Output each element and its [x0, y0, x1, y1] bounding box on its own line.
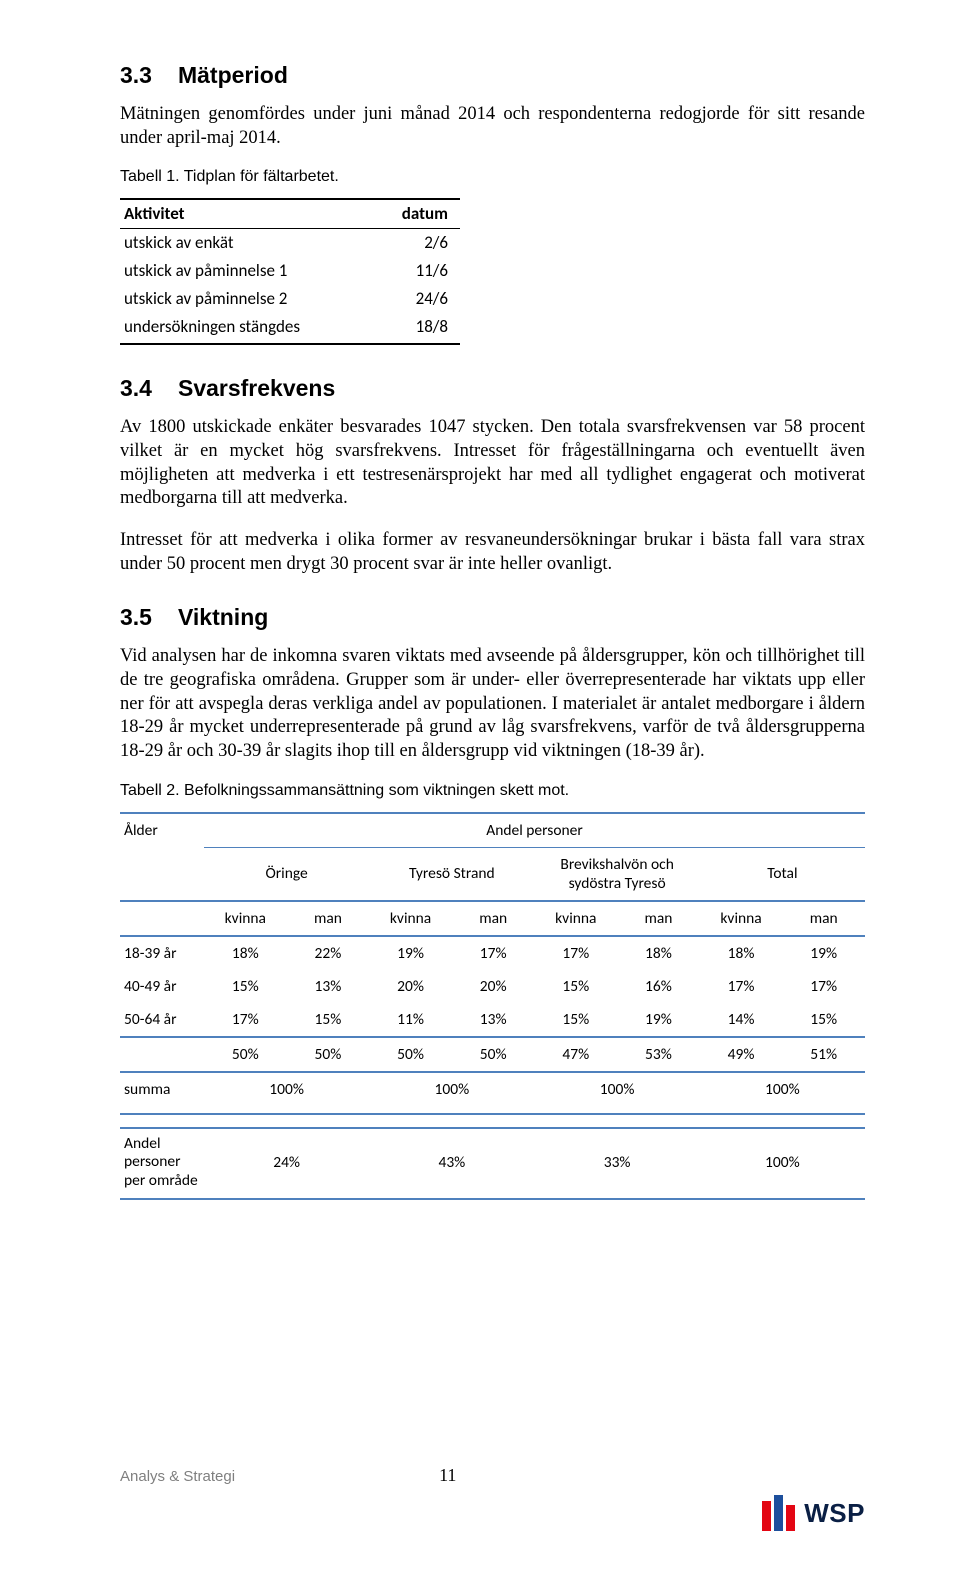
heading-3-5: 3.5 Viktning — [120, 604, 865, 631]
t2-area: Brevikshalvön och sydöstra Tyresö — [535, 847, 700, 901]
table1-header: datum — [374, 199, 460, 229]
wsp-bars-icon — [762, 1495, 798, 1531]
heading-title: Mätperiod — [178, 62, 288, 88]
t2-sub: kvinna — [535, 901, 618, 936]
page-number: 11 — [439, 1465, 456, 1485]
table-row: utskick av påminnelse 111/6 — [120, 257, 460, 285]
table-row: 18-39 år 18%22% 19%17% 17%18% 18%19% — [120, 936, 865, 970]
table-1: Aktivitet datum utskick av enkät2/6 utsk… — [120, 198, 460, 345]
t2-area: Total — [700, 847, 865, 901]
t2-center: Andel personer — [204, 813, 865, 848]
t2-sub: man — [287, 901, 370, 936]
table-row: 50%50% 50%50% 47%53% 49%51% — [120, 1037, 865, 1072]
t2-sub: kvinna — [204, 901, 287, 936]
paragraph: Mätningen genomfördes under juni månad 2… — [120, 103, 865, 150]
t2-top-left: Ålder — [120, 813, 204, 901]
heading-title: Viktning — [178, 604, 268, 630]
table-row: 50-64 år 17%15% 11%13% 15%19% 14%15% — [120, 1003, 865, 1037]
t2-sub: kvinna — [700, 901, 783, 936]
table1-header: Aktivitet — [120, 199, 374, 229]
footer-text: Analys & Strategi — [120, 1468, 235, 1485]
table1-caption: Tabell 1. Tidplan för fältarbetet. — [120, 168, 865, 186]
paragraph: Av 1800 utskickade enkäter besvarades 10… — [120, 416, 865, 511]
page-footer: Analys & Strategi 11 WSP — [120, 1465, 865, 1525]
t2-sub: man — [782, 901, 865, 936]
table-row: 40-49 år 15%13% 20%20% 15%16% 17%17% — [120, 970, 865, 1003]
wsp-logo-text: WSP — [804, 1498, 865, 1529]
t2-sub: man — [452, 901, 535, 936]
paragraph: Vid analysen har de inkomna svaren vikta… — [120, 645, 865, 763]
t2-area: Öringe — [204, 847, 369, 901]
table-2: Ålder Andel personer Öringe Tyresö Stran… — [120, 812, 865, 1200]
summa-row: summa 100% 100% 100% 100% — [120, 1072, 865, 1114]
t2-sub: man — [617, 901, 700, 936]
t2-sub: kvinna — [369, 901, 452, 936]
heading-num: 3.5 — [120, 604, 152, 631]
heading-3-4: 3.4 Svarsfrekvens — [120, 375, 865, 402]
table-row: undersökningen stängdes18/8 — [120, 313, 460, 344]
table-row: utskick av enkät2/6 — [120, 229, 460, 258]
table2-caption: Tabell 2. Befolkningssammansättning som … — [120, 782, 865, 800]
heading-3-3: 3.3 Mätperiod — [120, 62, 865, 89]
wsp-logo: WSP — [762, 1495, 865, 1531]
heading-num: 3.4 — [120, 375, 152, 402]
t2-area: Tyresö Strand — [369, 847, 534, 901]
table-row: utskick av påminnelse 224/6 — [120, 285, 460, 313]
heading-title: Svarsfrekvens — [178, 375, 335, 401]
heading-num: 3.3 — [120, 62, 152, 89]
paragraph: Intresset för att medverka i olika forme… — [120, 529, 865, 576]
